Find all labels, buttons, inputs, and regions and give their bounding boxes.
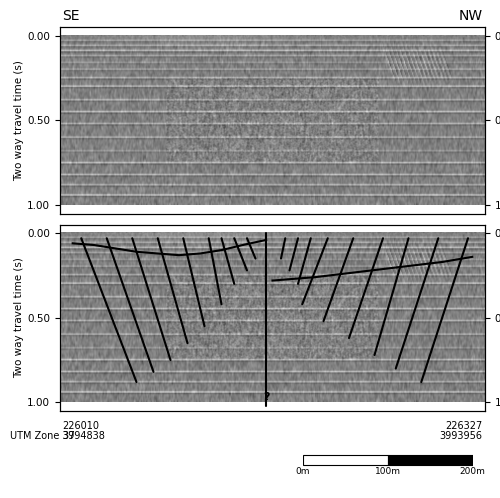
Bar [388,455,472,465]
Bar [302,455,388,465]
Text: 226010: 226010 [62,421,100,431]
Text: 0m: 0m [295,468,310,477]
Text: NW: NW [458,9,482,23]
Y-axis label: Two way travel time (s): Two way travel time (s) [14,257,24,378]
Text: 3994838: 3994838 [62,431,106,441]
Text: 100m: 100m [374,468,400,477]
Text: UTM Zone 37: UTM Zone 37 [10,431,75,441]
Text: ?: ? [263,392,270,402]
Text: 3993956: 3993956 [440,431,482,441]
Text: 200m: 200m [460,468,485,477]
Text: SE: SE [62,9,80,23]
Text: 226327: 226327 [446,421,482,431]
Y-axis label: Two way travel time (s): Two way travel time (s) [14,60,24,181]
